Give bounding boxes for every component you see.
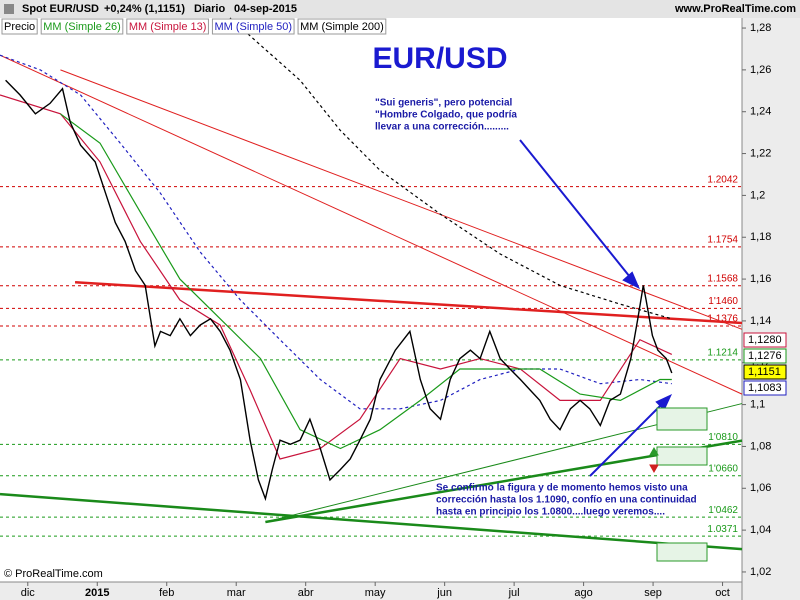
y-tick-label: 1,22 <box>750 147 771 159</box>
x-tick-label: ago <box>574 587 592 599</box>
level-label: 1.1754 <box>707 235 738 246</box>
arrowhead <box>655 393 673 411</box>
date: 04-sep-2015 <box>234 3 297 15</box>
target-boxes <box>649 407 708 562</box>
y-tick-label: 1,18 <box>750 231 771 243</box>
down-marker <box>649 464 659 474</box>
annotation-line: hasta en principio los 1.0800....luego v… <box>436 507 665 518</box>
y-tick-label: 1,14 <box>750 315 771 327</box>
price-tag-label: 1,1083 <box>748 382 782 394</box>
annotation-line: llevar a una corrección......... <box>375 122 509 133</box>
legend-box <box>297 18 387 35</box>
legend: Precio MM (Simple 26) MM (Simple 13) MM (Si… <box>1 18 387 35</box>
legend-label: MM (Simple 13) <box>129 21 207 33</box>
trendline <box>60 69 743 330</box>
arrow <box>589 399 667 477</box>
level-label: 1.1376 <box>707 314 738 325</box>
legend-box <box>40 18 124 35</box>
series-line <box>0 54 672 410</box>
trendline <box>74 280 743 325</box>
series-line <box>0 94 673 460</box>
price-tag <box>743 364 787 380</box>
chart-icon <box>4 4 14 14</box>
price-tag <box>743 332 787 348</box>
x-tick-label: feb <box>159 587 174 599</box>
header-bar <box>0 0 800 18</box>
y-tick-label: 1,1 <box>750 399 765 411</box>
x-tick-label: 2015 <box>85 587 109 599</box>
arrows <box>519 139 673 477</box>
level-label: 1'0810 <box>708 432 738 443</box>
legend-label: MM (Simple 26) <box>43 21 121 33</box>
legend-label: MM (Simple 50) <box>214 21 292 33</box>
chart-title: EUR/USD <box>372 42 507 75</box>
legend-box <box>1 18 38 35</box>
price-tag <box>743 348 787 364</box>
y-tick-label: 1,24 <box>750 106 771 118</box>
y-tick-label: 1,04 <box>750 524 771 536</box>
y-tick-label: 1,26 <box>750 64 771 76</box>
legend-label: MM (Simple 200) <box>300 21 384 33</box>
price-tag-label: 1,1276 <box>748 350 782 362</box>
change: +0,24% (1,1151) <box>104 3 185 15</box>
series-line <box>229 17 672 320</box>
annotation-line: Se confirmo la figura y de momento hemos… <box>436 483 688 494</box>
arrow <box>519 139 635 283</box>
annotation: "Sui generis", pero potencial "Hombre Co… <box>375 98 697 518</box>
level-label: 1.1568 <box>707 273 738 284</box>
annotation-line: corrección hasta los 1.1090, confío en u… <box>436 495 697 506</box>
level-label: 1.1214 <box>707 347 738 358</box>
x-axis-panel <box>0 582 742 600</box>
y-tick-label: 1,28 <box>750 22 771 34</box>
x-tick-label: sep <box>644 587 662 599</box>
y-tick-label: 1,08 <box>750 440 771 452</box>
x-tick-label: may <box>365 587 386 599</box>
price-tag-label: 1,1151 <box>748 366 781 378</box>
instrument: Spot EUR/USD <box>22 3 99 15</box>
legend-box <box>126 18 209 35</box>
arrowhead <box>622 271 640 290</box>
site: www.ProRealTime.com <box>674 3 796 15</box>
y-tick-label: 1,06 <box>750 482 771 494</box>
price-tag <box>743 380 787 396</box>
legend-label: Precio <box>4 21 35 33</box>
level-label: 1.0371 <box>707 524 738 535</box>
y-tick-label: 1,16 <box>750 273 771 285</box>
period: Diario <box>194 3 225 15</box>
x-tick-label: mar <box>227 587 246 599</box>
trendline <box>0 492 743 551</box>
legend-box <box>211 18 295 35</box>
level-label: 1'1460 <box>708 296 738 307</box>
y-tick-label: 1,02 <box>750 566 771 578</box>
level-label: 1'0660 <box>708 463 738 474</box>
y-axis-panel <box>742 18 800 600</box>
footer: © ProRealTime.com <box>4 568 103 580</box>
x-tick-label: dic <box>21 587 36 599</box>
series-line <box>5 79 673 502</box>
target-box <box>656 407 708 431</box>
x-tick-label: abr <box>298 587 314 599</box>
y-tick-label: 1,2 <box>750 189 765 201</box>
annotation-line: "Sui generis", pero potencial <box>375 98 513 109</box>
target-box <box>656 542 708 562</box>
annotation-line: "Hombre Colgado, que podría <box>375 110 517 121</box>
price-tag-label: 1,1280 <box>748 334 782 346</box>
level-label: 1.2042 <box>707 174 738 185</box>
up-marker <box>649 446 659 456</box>
target-box <box>656 446 708 466</box>
series-line <box>60 113 672 450</box>
x-tick-label: jul <box>508 587 520 599</box>
x-tick-label: jun <box>436 587 452 599</box>
x-tick-label: oct <box>715 587 730 599</box>
level-label: 1'0462 <box>708 505 738 516</box>
trendline <box>0 54 743 395</box>
